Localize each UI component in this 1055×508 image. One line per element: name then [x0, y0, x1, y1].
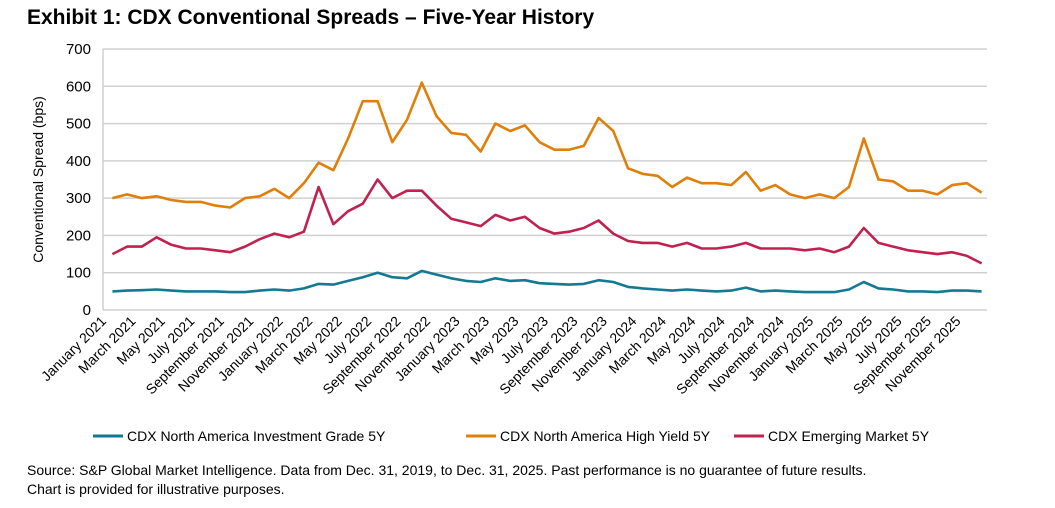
legend-label: CDX North America High Yield 5Y [500, 428, 711, 444]
y-tick-label: 500 [66, 116, 91, 133]
series-line-0 [112, 269, 982, 294]
y-tick-label: 0 [83, 302, 91, 319]
footer-source: Source: S&P Global Market Intelligence. … [27, 462, 867, 478]
y-tick-label: 200 [66, 227, 91, 244]
y-tick-label: 600 [66, 78, 91, 95]
y-tick-label: 100 [66, 265, 91, 282]
y-tick-label: 400 [66, 153, 91, 170]
series-line-2 [111, 178, 983, 265]
y-tick-label: 300 [66, 190, 91, 207]
series-line-1 [112, 81, 983, 209]
legend-label: CDX North America Investment Grade 5Y [127, 428, 386, 444]
legend-label: CDX Emerging Market 5Y [768, 428, 930, 444]
chart-title: Exhibit 1: CDX Conventional Spreads – Fi… [27, 6, 595, 29]
footer-note: Chart is provided for illustrative purpo… [27, 481, 285, 497]
y-axis-label: Conventional Spread (bps) [30, 96, 46, 263]
y-tick-label: 700 [66, 41, 91, 58]
